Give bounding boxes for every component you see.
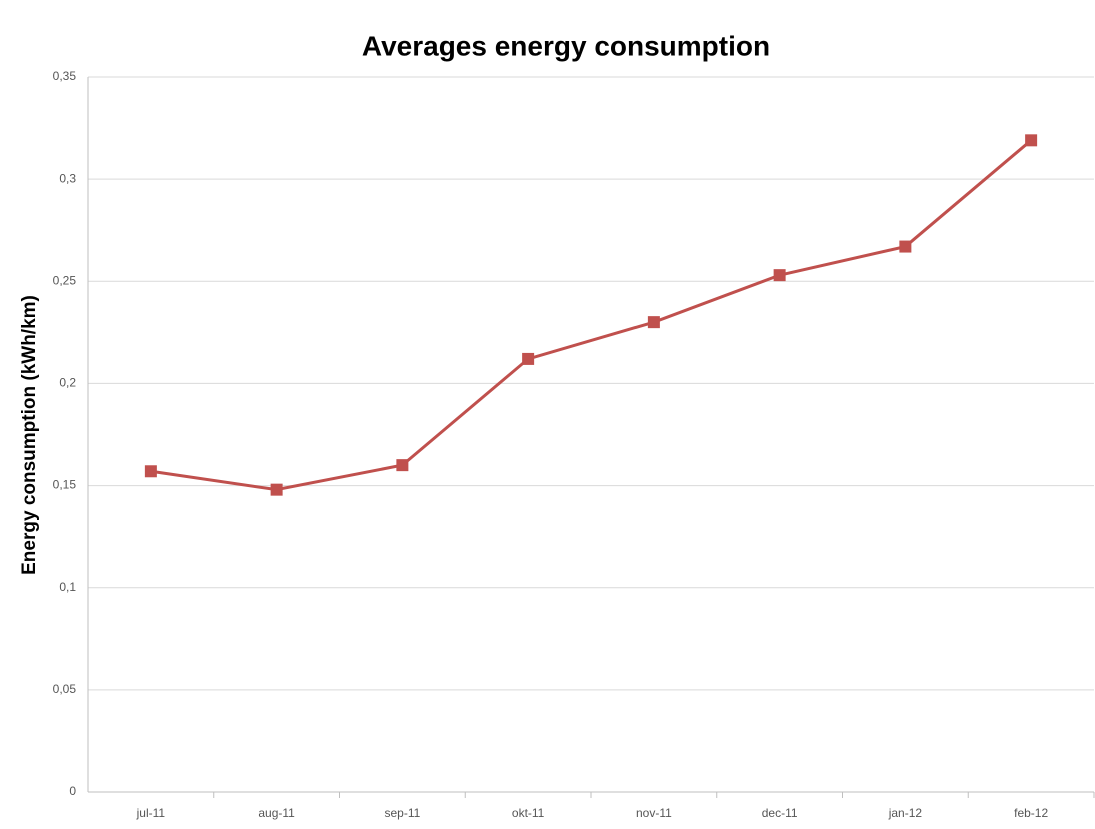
data-marker (522, 352, 535, 365)
data-marker (1025, 134, 1038, 147)
y-tick-label: 0,35 (53, 69, 77, 83)
x-tick-label: jan-12 (888, 806, 923, 820)
data-marker (270, 483, 283, 496)
y-tick-label: 0,3 (59, 171, 76, 185)
y-axis-label: Energy consumption (kWh/km) (19, 295, 40, 575)
x-tick-label: nov-11 (636, 806, 672, 820)
data-marker (647, 316, 660, 329)
x-tick-label: aug-11 (258, 806, 295, 820)
data-marker (773, 269, 786, 282)
data-marker (899, 240, 912, 253)
y-tick-label: 0,1 (59, 580, 76, 594)
y-tick-label: 0 (69, 784, 76, 798)
y-tick-label: 0,25 (53, 273, 77, 287)
x-tick-label: feb-12 (1014, 806, 1048, 820)
chart-title: Averages energy consumption (362, 30, 770, 61)
x-tick-label: okt-11 (512, 806, 545, 820)
x-tick-label: jul-11 (136, 806, 166, 820)
data-marker (396, 459, 409, 472)
y-tick-label: 0,05 (53, 682, 77, 696)
data-line (150, 139, 1033, 492)
y-tick-label: 0,2 (59, 376, 76, 390)
x-tick-label: dec-11 (762, 806, 798, 820)
data-marker (144, 465, 157, 478)
x-tick-label: sep-11 (384, 806, 420, 820)
y-tick-label: 0,15 (53, 478, 77, 492)
